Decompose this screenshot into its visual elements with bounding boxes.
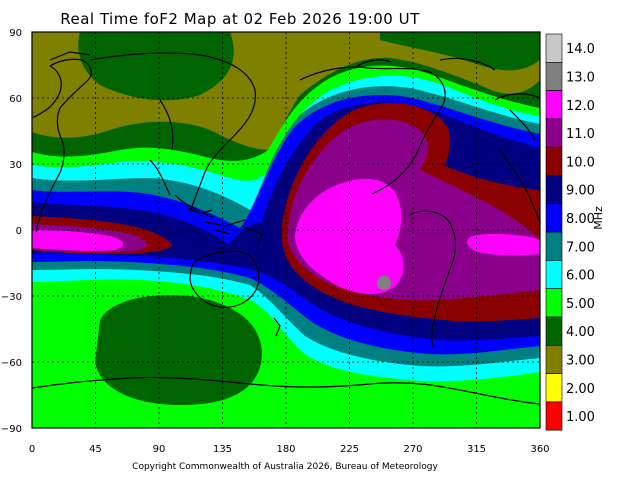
colorbar-level-label: 6.00: [566, 269, 595, 284]
colorbar-swatch: [545, 231, 563, 261]
colorbar: 14.0 13.0 12.0 11.0 10.0 9.00 8.00 7.00 6.00 5.00…: [545, 33, 595, 431]
y-tick-label: 60: [9, 94, 22, 105]
colorbar-swatch: [545, 146, 563, 176]
x-tick-label: 360: [530, 444, 549, 455]
y-tick-label: 0: [16, 226, 22, 237]
colorbar-level-label: 11.0: [566, 127, 595, 142]
colorbar-swatch: [545, 260, 563, 289]
grid-lines: [32, 32, 540, 428]
colorbar-level-label: 7.00: [566, 240, 595, 255]
colorbar-level-label: 10.0: [566, 155, 595, 170]
x-tick-label: 315: [467, 444, 486, 455]
x-tick-label: 225: [340, 444, 359, 455]
colorbar-swatch: [545, 203, 563, 233]
colorbar-level-label: 1.00: [566, 410, 595, 425]
y-tick-label: −90: [1, 424, 22, 435]
colorbar-unit-label: MHz: [592, 206, 605, 230]
colorbar-swatch: [545, 61, 563, 91]
colorbar-swatch: [545, 373, 563, 403]
x-tick-label: 45: [89, 444, 102, 455]
y-tick-label: −60: [1, 358, 22, 369]
map-frame: [31, 31, 541, 429]
copyright-text: Copyright Commonwealth of Australia 2026…: [132, 462, 438, 472]
colorbar-swatch: [545, 175, 563, 205]
x-axis-labels: 0 45 90 135 180 225 270 315 360: [29, 444, 550, 455]
colorbar-level-label: 2.00: [566, 382, 595, 397]
colorbar-level-label: 12.0: [566, 99, 595, 114]
x-tick-label: 180: [276, 444, 295, 455]
colorbar-swatch: [545, 288, 563, 318]
colorbar-level-label: 8.00: [566, 212, 595, 227]
colorbar-level-label: 13.0: [566, 70, 595, 85]
x-tick-label: 135: [213, 444, 232, 455]
x-tick-label: 0: [29, 444, 35, 455]
colorbar-level-label: 4.00: [566, 325, 595, 340]
x-tick-label: 90: [153, 444, 166, 455]
y-tick-label: 90: [9, 28, 22, 39]
colorbar-level-label: 5.00: [566, 297, 595, 312]
colorbar-swatch: [545, 118, 563, 148]
y-tick-label: −30: [1, 292, 22, 303]
colorbar-swatch: [545, 316, 563, 346]
y-tick-label: 30: [9, 160, 22, 171]
colorbar-swatch: [545, 401, 563, 431]
colorbar-level-label: 3.00: [566, 353, 595, 368]
colorbar-level-label: 14.0: [566, 42, 595, 57]
map-title: Real Time foF2 Map at 02 Feb 2026 19:00 …: [60, 10, 420, 28]
colorbar-swatch: [545, 90, 563, 120]
colorbar-level-label: 9.00: [566, 184, 595, 199]
y-axis-labels: 90 60 30 0 −30 −60 −90: [1, 28, 22, 435]
colorbar-swatch: [545, 344, 563, 374]
colorbar-swatch: [545, 33, 563, 63]
x-tick-label: 270: [403, 444, 422, 455]
